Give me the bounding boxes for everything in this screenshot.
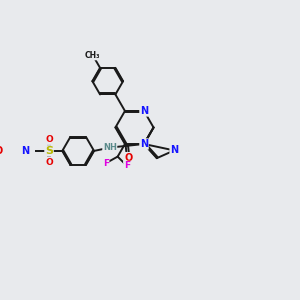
- Text: N: N: [140, 139, 148, 149]
- Text: CH₃: CH₃: [85, 51, 100, 60]
- Text: N: N: [140, 106, 148, 116]
- Text: NH: NH: [103, 143, 117, 152]
- Text: O: O: [45, 135, 53, 144]
- Text: O: O: [0, 146, 3, 156]
- Text: F: F: [124, 161, 130, 170]
- Text: F: F: [103, 159, 109, 168]
- Text: O: O: [45, 158, 53, 166]
- Text: N: N: [170, 146, 178, 155]
- Text: S: S: [45, 146, 53, 156]
- Text: O: O: [124, 153, 132, 163]
- Text: N: N: [21, 146, 29, 156]
